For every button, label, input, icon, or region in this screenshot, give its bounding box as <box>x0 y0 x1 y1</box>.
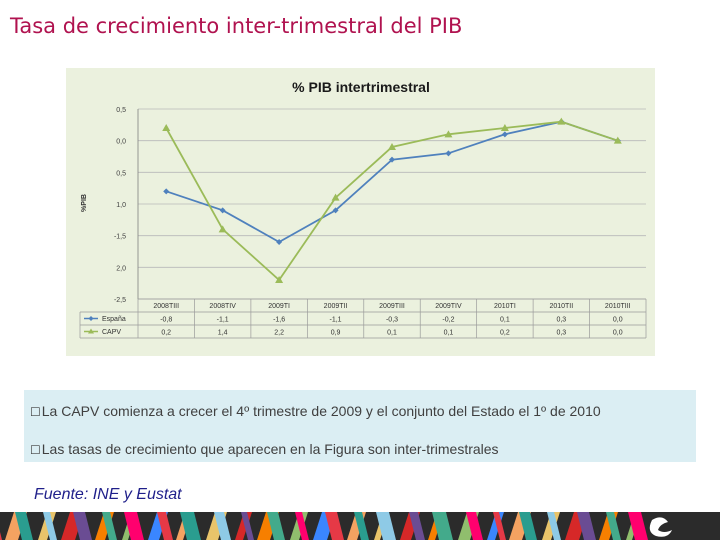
category-label: 2008TIV <box>209 303 236 310</box>
footer-stroke <box>493 512 506 540</box>
y-tick-label: 1,0 <box>116 202 126 209</box>
footer-stroke <box>15 512 33 540</box>
footer-stroke <box>43 512 57 540</box>
bullet-text: Las tasas de crecimiento que aparecen en… <box>41 441 499 457</box>
chart-svg: % PIB intertrimestral %PIB 0,5 0,0 0,5 1,0 -… <box>79 79 647 339</box>
diamond-marker <box>219 207 226 214</box>
triangle-marker <box>444 130 453 138</box>
footer-stroke <box>606 512 621 540</box>
data-table-value: -0,3 <box>386 317 398 324</box>
data-table-value: 0,3 <box>556 330 566 337</box>
diamond-marker <box>276 239 283 245</box>
bullet-text: La CAPV comienza a crecer el 4º trimestr… <box>41 403 601 419</box>
footer-stroke <box>241 512 254 540</box>
footer-stroke <box>214 512 231 540</box>
checkbox-bullet-icon: ☐ <box>30 443 41 457</box>
category-label: 2009TIV <box>435 303 462 310</box>
category-label: 2010TIII <box>605 303 631 310</box>
legend-label: España <box>102 316 126 323</box>
data-table-value: -1,1 <box>217 317 229 324</box>
legend-label: CAPV <box>102 329 121 336</box>
source-note: Fuente: INE y Eustat <box>34 486 182 503</box>
triangle-marker <box>388 143 396 150</box>
slide-title: Tasa de crecimiento inter-trimestral del… <box>10 14 463 38</box>
gdp-chart: % PIB intertrimestral %PIB 0,5 0,0 0,5 1,0 -… <box>66 68 655 356</box>
y-tick-label: 0,0 <box>116 139 126 146</box>
data-table-value: 1,4 <box>218 330 228 337</box>
footer-stroke <box>325 512 344 540</box>
decorative-footer-band <box>0 512 720 540</box>
footer-stroke <box>628 512 648 540</box>
triangle-marker <box>557 117 566 125</box>
category-label: 2010TII <box>549 303 573 310</box>
data-table-value: 0,2 <box>161 330 171 337</box>
footer-stroke <box>180 512 201 540</box>
data-table-value: 0,0 <box>613 330 623 337</box>
category-label: 2009TI <box>268 303 290 310</box>
data-table-value: 2,2 <box>274 330 284 337</box>
bullet-box: ☐La CAPV comienza a crecer el 4º trimest… <box>24 390 696 462</box>
footer-stroke <box>519 512 537 540</box>
legend-marker <box>88 316 94 321</box>
footer-stroke <box>547 512 561 540</box>
diamond-marker <box>389 156 395 163</box>
y-axis-label: %PIB <box>81 194 88 212</box>
footer-stroke <box>295 512 309 540</box>
data-table-value: -1,1 <box>330 317 342 324</box>
y-tick-label: -1,5 <box>114 234 126 241</box>
footer-stroke <box>577 512 596 540</box>
footer-stroke <box>466 512 483 540</box>
y-tick-label: 0,5 <box>116 107 126 114</box>
footer-stroke <box>124 512 144 540</box>
data-table-value: 0,0 <box>613 317 623 324</box>
diamond-marker <box>163 188 170 195</box>
data-table-value: -0,8 <box>160 317 172 324</box>
footer-stroke <box>354 512 369 540</box>
triangle-marker <box>500 124 509 131</box>
data-table-value: 0,3 <box>556 317 566 324</box>
legend-marker <box>88 328 94 334</box>
checkbox-bullet-icon: ☐ <box>30 405 41 419</box>
footer-stroke <box>267 512 285 540</box>
triangle-marker <box>275 276 284 283</box>
diamond-marker <box>332 207 339 214</box>
y-tick-label: -2,5 <box>114 297 126 304</box>
logo-mark-icon <box>649 517 672 537</box>
footer-stroke <box>432 512 453 540</box>
category-label: 2009TIII <box>379 303 405 310</box>
footer-pattern <box>0 512 720 540</box>
data-table-value: -1,6 <box>273 317 285 324</box>
chart-title: % PIB intertrimestral <box>292 79 430 95</box>
footer-stroke <box>376 512 396 540</box>
diamond-marker <box>501 131 508 138</box>
data-table-value: 0,1 <box>387 330 397 337</box>
category-label: 2010TI <box>494 303 516 310</box>
y-tick-label: 0,5 <box>116 170 126 177</box>
footer-stroke <box>409 512 425 540</box>
footer-stroke <box>157 512 173 540</box>
data-table-value: 0,9 <box>331 330 341 337</box>
triangle-marker <box>331 193 340 201</box>
data-table-value: 0,2 <box>500 330 510 337</box>
bullet-item: ☐Las tasas de crecimiento que aparecen e… <box>30 441 499 457</box>
diamond-marker <box>445 150 452 157</box>
category-label: 2008TIII <box>153 303 179 310</box>
bullet-item: ☐La CAPV comienza a crecer el 4º trimest… <box>30 403 601 419</box>
triangle-marker <box>218 225 227 233</box>
footer-stroke <box>0 532 2 540</box>
triangle-marker <box>613 136 622 144</box>
data-table-value: 0,1 <box>500 317 510 324</box>
footer-stroke <box>73 512 92 540</box>
y-tick-label: 2,0 <box>116 265 126 272</box>
triangle-marker <box>162 124 171 131</box>
category-label: 2009TII <box>324 303 348 310</box>
footer-stroke <box>102 512 117 540</box>
data-table-value: 0,1 <box>444 330 454 337</box>
data-table-value: -0,2 <box>442 317 454 324</box>
